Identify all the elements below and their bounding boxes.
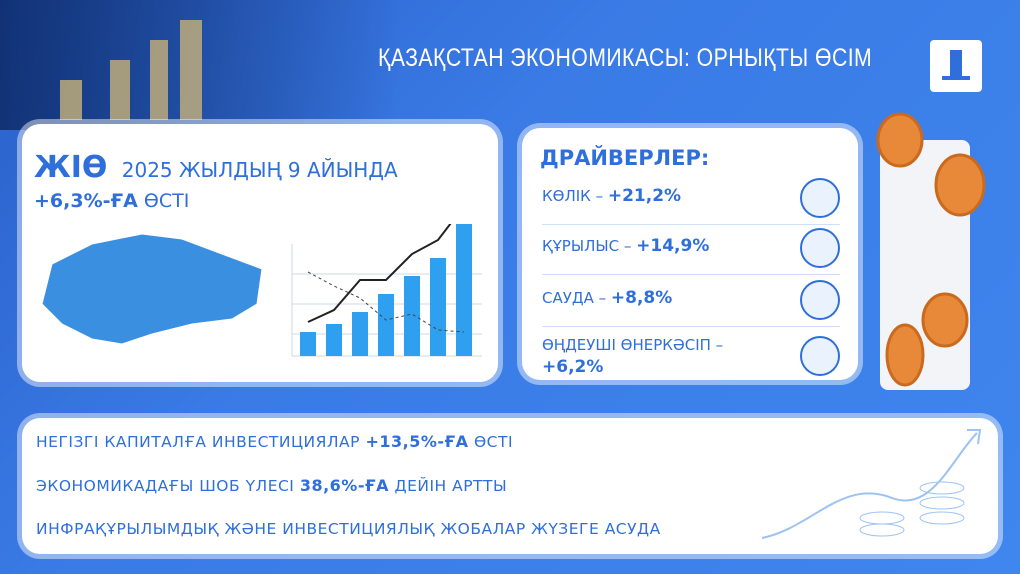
fact: НЕГІЗГІ КАПИТАЛҒА ИНВЕСТИЦИЯЛАР +13,5%-Ғ… [36,432,513,451]
driver-value: +21,2% [607,186,682,206]
driver-icon [800,280,840,320]
gdp-card: ЖІӨ 2025 ЖЫЛДЫҢ 9 АЙЫНДА +6,3%-ҒА ӨСТІ [22,124,498,382]
driver-name: ӨҢДЕУШІ ӨНЕРКӘСІП – [542,336,724,354]
growth-decoration [761,429,982,539]
driver: САУДА – +8,8% [542,288,672,308]
fact: ИНФРАҚҰРЫЛЫМДЫҚ ЖӘНЕ ИНВЕСТИЦИЯЛЫҚ ЖОБАЛ… [36,520,661,538]
title: ҚАЗАҚСТАН ЭКОНОМИКАСЫ: ОРНЫҚТЫ ӨСІМ [378,44,873,72]
driver-value: +14,9% [636,236,710,256]
gdp-line2: +6,3%-ҒА ӨСТІ [34,190,189,212]
logo [930,40,982,92]
illustration [41,224,482,357]
driver-name: САУДА – [542,289,607,307]
driver-value: +8,8% [610,288,673,308]
fact-text: ИНФРАҚҰРЫЛЫМДЫҚ ЖӘНЕ ИНВЕСТИЦИЯЛЫҚ ЖОБАЛ… [36,520,661,538]
driver-name: КӨЛІК – [542,187,604,205]
gdp-verb: ӨСТІ [143,190,190,212]
gdp-period: 2025 ЖЫЛДЫҢ 9 АЙЫНДА [121,158,398,182]
driver: КӨЛІК – +21,2% [542,186,681,206]
gdp-line1: ЖІӨ 2025 ЖЫЛДЫҢ 9 АЙЫНДА [34,150,398,185]
driver: ҚҰРЫЛЫС – +14,9% [542,236,709,256]
driver-value: +6,2% [542,357,604,377]
drivers-card: ДРАЙВЕРЛЕР: КӨЛІК – +21,2% ҚҰРЫЛЫС – +14… [522,128,858,380]
driver-icon [800,178,840,218]
background-coins [0,0,400,130]
fact-text: ДЕЙІН АРТТЫ [394,477,508,495]
driver-name: ҚҰРЫЛЫС – [542,237,632,255]
fact: ЭКОНОМИКАДАҒЫ ШОБ ҮЛЕСІ 38,6%-ҒА ДЕЙІН А… [36,476,507,495]
separator [542,326,840,327]
fact-value: +13,5%-ҒА [365,432,469,451]
fact-text: НЕГІЗГІ КАПИТАЛҒА ИНВЕСТИЦИЯЛАР [36,433,361,451]
facts-card: НЕГІЗГІ КАПИТАЛҒА ИНВЕСТИЦИЯЛАР +13,5%-Ғ… [22,418,998,554]
separator [542,274,840,275]
separator [542,224,840,225]
fact-text: ЭКОНОМИКАДАҒЫ ШОБ ҮЛЕСІ [36,477,295,495]
gdp-growth: +6,3%-ҒА [34,190,138,212]
driver: ӨҢДЕУШІ ӨНЕРКӘСІП – +6,2% [542,334,742,378]
fact-value: 38,6%-ҒА [299,476,390,495]
coins-decoration [876,112,986,390]
gdp-label: ЖІӨ [34,150,108,185]
drivers-heading: ДРАЙВЕРЛЕР: [540,146,710,170]
driver-icon [800,336,840,376]
driver-icon [800,228,840,268]
fact-text: ӨСТІ [473,433,514,451]
